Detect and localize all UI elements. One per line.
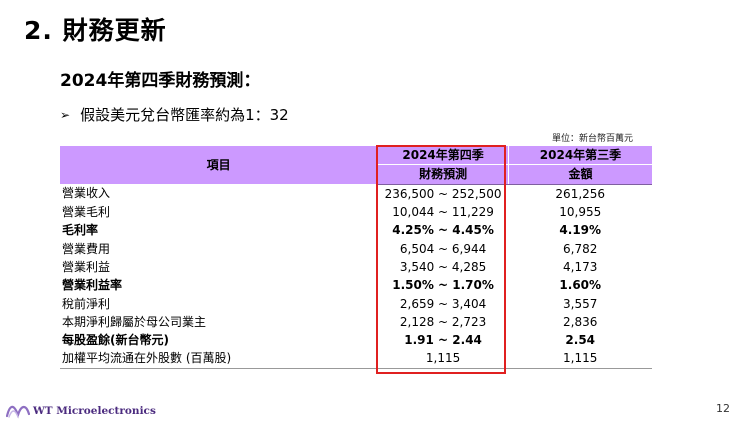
row-label: 毛利率 [62, 223, 99, 238]
table-row: 營業利益 3,540 ~ 4,285 4,173 [60, 258, 652, 276]
row-label: 營業費用 [62, 241, 111, 256]
row-label: 每股盈餘(新台幣元) [62, 333, 169, 348]
header-q4-period: 2024年第四季 [377, 146, 509, 166]
table-row: 每股盈餘(新台幣元) 1.91 ~ 2.44 2.54 [60, 331, 652, 349]
row-label: 稅前淨利 [62, 296, 111, 311]
table-row: 營業費用 6,504 ~ 6,944 6,782 [60, 239, 652, 257]
table-row: 營業毛利 10,044 ~ 11,229 10,955 [60, 203, 652, 221]
table-subheader-row: 財務預測 金額 [60, 164, 652, 185]
arrow-bullet-icon: ➢ [60, 107, 71, 122]
row-q3-value: 6,782 [563, 241, 598, 256]
row-q3-value: 4,173 [563, 259, 598, 274]
slide-title: 2. 財務更新 [24, 16, 167, 45]
table-header-row: 項目 2024年第四季 2024年第三季 [60, 146, 652, 185]
row-q4-value: 2,128 ~ 2,723 [399, 314, 487, 329]
bullet-item: ➢ 假設美元兌台幣匯率約為1：32 [60, 104, 289, 125]
table-row: 營業收入 236,500 ~ 252,500 261,256 [60, 184, 652, 203]
row-q4-value: 2,659 ~ 3,404 [399, 296, 487, 311]
table-row: 稅前淨利 2,659 ~ 3,404 3,557 [60, 294, 652, 312]
unit-note: 單位：新台幣百萬元 [552, 134, 634, 144]
header-q3-period: 2024年第三季 [508, 146, 652, 166]
row-q4-value: 10,044 ~ 11,229 [392, 205, 494, 220]
row-q3-value: 261,256 [555, 186, 606, 201]
row-q3-value: 4.19% [559, 223, 602, 238]
row-label: 營業毛利 [62, 205, 111, 220]
row-q3-value: 2,836 [563, 314, 598, 329]
header-item: 項目 [60, 146, 379, 185]
row-q3-value: 1,115 [508, 349, 652, 369]
logo-text: WT Microelectronics [33, 404, 156, 417]
row-q3-value: 2.54 [565, 333, 596, 348]
row-q4-value: 1.91 ~ 2.44 [404, 333, 482, 348]
row-q4-value: 236,500 ~ 252,500 [384, 186, 502, 201]
row-q4-value: 6,504 ~ 6,944 [399, 241, 487, 256]
row-label: 營業利益率 [62, 278, 123, 293]
header-q4-forecast: 財務預測 [377, 164, 509, 185]
table-row: 加權平均流通在外股數 (百萬股) 1,115 1,115 [60, 349, 652, 369]
row-label: 營業利益 [62, 259, 111, 274]
row-label: 加權平均流通在外股數 (百萬股) [60, 349, 378, 369]
row-q3-value: 10,955 [559, 205, 602, 220]
logo-swirl-icon [6, 405, 30, 419]
section-subtitle: 2024年第四季財務預測： [60, 71, 261, 91]
table-row: 營業利益率 1.50% ~ 1.70% 1.60% [60, 276, 652, 294]
company-logo: WT Microelectronics [6, 402, 156, 419]
q4-highlight-box [376, 145, 506, 374]
bullet-text: 假設美元兌台幣匯率約為1：32 [80, 106, 289, 124]
row-q3-value: 1.60% [559, 278, 602, 293]
row-label: 營業收入 [62, 186, 111, 201]
page-number: 12 [716, 402, 730, 415]
row-q4-value: 4.25% ~ 4.45% [392, 223, 494, 238]
row-q4-value: 1,115 [377, 349, 509, 369]
row-q4-value: 1.50% ~ 1.70% [392, 278, 494, 293]
row-label: 本期淨利歸屬於母公司業主 [62, 314, 207, 329]
row-q3-value: 3,557 [563, 296, 598, 311]
table-row: 本期淨利歸屬於母公司業主 2,128 ~ 2,723 2,836 [60, 313, 652, 331]
table-row: 毛利率 4.25% ~ 4.45% 4.19% [60, 221, 652, 239]
row-q4-value: 3,540 ~ 4,285 [399, 259, 487, 274]
header-q3-amount: 金額 [508, 164, 652, 185]
financial-forecast-table: 項目 2024年第四季 2024年第三季 財務預測 金額 營業收入 236,500… [60, 146, 652, 369]
